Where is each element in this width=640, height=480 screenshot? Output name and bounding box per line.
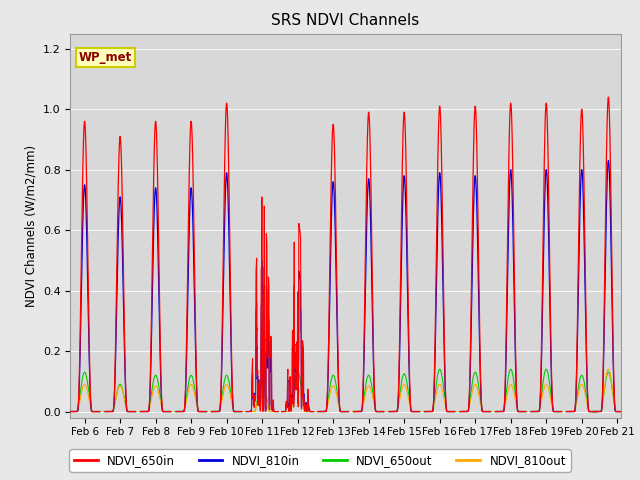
Text: WP_met: WP_met [79,51,132,64]
Title: SRS NDVI Channels: SRS NDVI Channels [271,13,420,28]
Legend: NDVI_650in, NDVI_810in, NDVI_650out, NDVI_810out: NDVI_650in, NDVI_810in, NDVI_650out, NDV… [69,449,571,472]
Y-axis label: NDVI Channels (W/m2/mm): NDVI Channels (W/m2/mm) [24,144,37,307]
